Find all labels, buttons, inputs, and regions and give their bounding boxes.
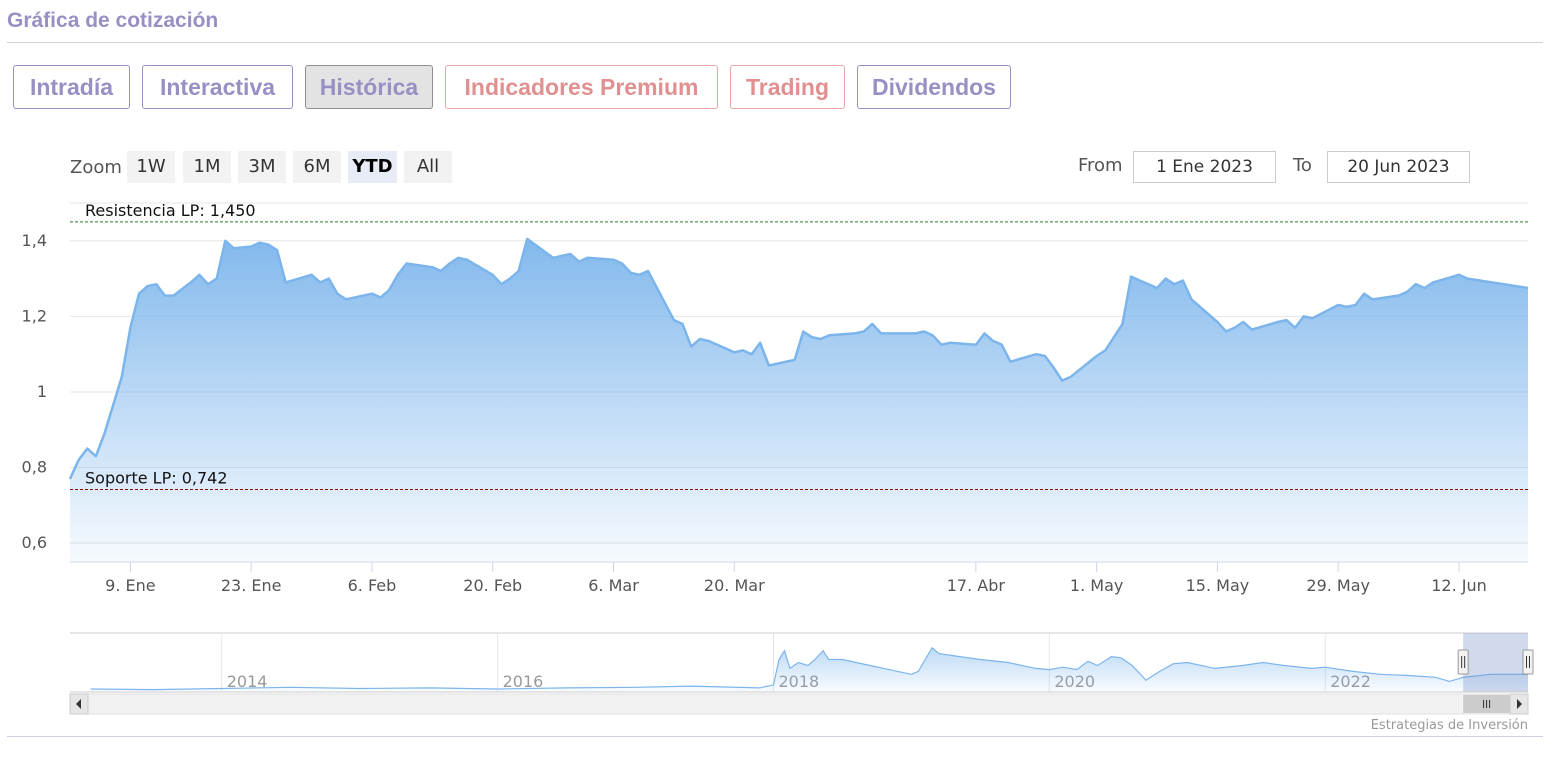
zoom-3m-button[interactable]: 3M — [238, 151, 286, 183]
x-tick-label: 29. May — [1306, 576, 1370, 595]
navigator-year-label: 2016 — [503, 672, 544, 691]
navigator-area-fill — [90, 647, 1529, 692]
tab-indicadores-premium[interactable]: Indicadores Premium — [445, 65, 718, 109]
price-series-line — [68, 237, 1529, 480]
title-divider — [7, 42, 1543, 43]
x-tick-label: 15. May — [1186, 576, 1250, 595]
scrollbar-left-arrow[interactable] — [69, 693, 89, 715]
x-tick-label: 6. Mar — [588, 576, 639, 595]
from-label: From — [1078, 155, 1123, 176]
x-tick-label: 20. Feb — [463, 576, 522, 595]
navigator-selection — [1463, 633, 1528, 692]
y-tick-label: 1,4 — [22, 231, 47, 250]
x-tick-label: 12. Jun — [1431, 576, 1487, 595]
resistance-label: Resistencia LP: 1,450 — [85, 201, 256, 220]
navigator-series-line — [90, 646, 1528, 691]
navigator-year-label: 2018 — [778, 672, 819, 691]
zoom-6m-button[interactable]: 6M — [293, 151, 341, 183]
navigator-right-handle[interactable] — [1522, 649, 1534, 675]
zoom-ytd-button[interactable]: YTD — [348, 151, 397, 183]
scrollbar-right-arrow[interactable] — [1509, 693, 1529, 715]
bottom-divider — [7, 736, 1543, 737]
from-date-input[interactable]: 1 Ene 2023 — [1133, 151, 1276, 183]
navigator-year-label: 2020 — [1054, 672, 1095, 691]
y-tick-label: 0,8 — [22, 458, 47, 477]
zoom-label: Zoom — [70, 157, 122, 178]
y-tick-label: 1,2 — [22, 306, 47, 325]
scrollbar-track — [69, 693, 1529, 715]
tab-trading[interactable]: Trading — [730, 65, 845, 109]
y-tick-label: 1 — [37, 382, 47, 401]
zoom-1w-button[interactable]: 1W — [127, 151, 175, 183]
navigator-left-handle[interactable] — [1457, 649, 1469, 675]
navigator-year-label: 2022 — [1330, 672, 1371, 691]
tab-historica[interactable]: Histórica — [305, 65, 433, 109]
price-area-fill — [70, 238, 1528, 562]
x-tick-label: 20. Mar — [704, 576, 765, 595]
to-date-input[interactable]: 20 Jun 2023 — [1327, 151, 1470, 183]
support-label: Soporte LP: 0,742 — [85, 468, 228, 487]
tab-dividendos[interactable]: Dividendos — [857, 65, 1011, 109]
tab-interactiva[interactable]: Interactiva — [142, 65, 293, 109]
y-tick-label: 0,6 — [22, 533, 47, 552]
to-label: To — [1293, 155, 1312, 176]
x-tick-label: 17. Abr — [947, 576, 1006, 595]
tab-intradia[interactable]: Intradía — [13, 65, 130, 109]
x-tick-label: 6. Feb — [348, 576, 397, 595]
x-tick-label: 9. Ene — [105, 576, 155, 595]
zoom-1m-button[interactable]: 1M — [183, 151, 231, 183]
scrollbar-thumb[interactable] — [1463, 695, 1510, 713]
credits-label: Estrategias de Inversión — [1371, 718, 1528, 733]
x-tick-label: 1. May — [1070, 576, 1123, 595]
x-tick-label: 23. Ene — [221, 576, 282, 595]
navigator-year-label: 2014 — [227, 672, 268, 691]
section-title: Gráfica de cotización — [7, 9, 219, 32]
zoom-all-button[interactable]: All — [404, 151, 452, 183]
